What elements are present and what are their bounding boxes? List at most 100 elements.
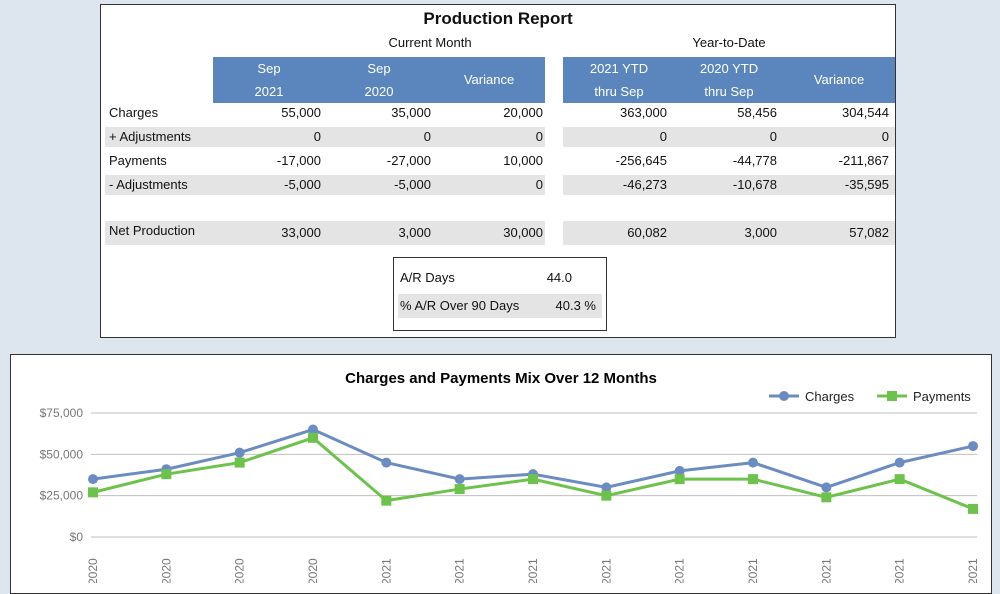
x-tick-label: 2021 [453,558,467,583]
legend-label: Payments [913,389,971,404]
data-point-payments [161,469,172,480]
row-band [563,221,895,245]
x-tick-label: 2020 [159,558,173,583]
y-tick-label: $50,000 [40,447,84,461]
chart-title: Charges and Payments Mix Over 12 Months [345,370,657,387]
table-cell: 304,544 [842,105,889,120]
y-tick-label: $75,000 [40,406,84,420]
data-point-payments [894,474,905,485]
y-tick-label: $25,000 [40,489,84,503]
data-point-payments [308,432,318,443]
row-band [105,175,545,195]
table-cell: 20,000 [503,105,543,120]
table-cell: 30,000 [503,225,543,240]
x-tick-label: 2021 [819,558,833,583]
x-tick-label: 2021 [599,558,613,583]
data-point-charges [88,474,98,485]
chart-legend: Charges Payments [769,389,971,404]
table-cell: -17,000 [276,153,321,168]
table-cell: -211,867 [838,153,889,168]
y-tick-label: $0 [70,530,84,544]
x-axis-labels: 2020 2020 2020 2020 2021 2021 2021 2021 2021 2021… [86,558,980,583]
table-cell: -10,678 [732,177,777,192]
data-point-payments [454,484,465,495]
table-cell: 0 [313,129,321,144]
table-cell: 55,000 [281,105,321,120]
table-cell: 58,456 [737,105,777,120]
data-point-charges [454,474,465,485]
header-2021-ytd: 2021 YTD thru Sep [589,60,649,99]
table-cell: 60,082 [627,225,667,240]
x-tick-label: 2021 [966,558,980,583]
x-tick-label: 2020 [233,558,247,583]
table-cell: 363,000 [620,105,667,120]
data-point-charges [821,482,832,493]
x-tick-label: 2021 [893,558,907,583]
table-cell: -35,595 [844,177,889,192]
header-variance: Variance [463,72,515,87]
table-cell: -5,000 [394,177,431,192]
table-cell: 33,000 [281,225,321,240]
ar-days-value: 44.0 [546,270,572,285]
line-chart: Charges and Payments Mix Over 12 Months … [40,370,980,583]
data-point-payments [821,492,832,503]
header-sep-2021: Sep 2021 [254,60,284,99]
header-2020-ytd: 2020 YTD thru Sep [699,60,759,99]
report-title: Production Report [423,9,573,28]
data-point-payments [968,503,978,514]
data-point-payments [601,490,612,501]
x-tick-label: 2021 [673,558,687,583]
table-cell: -27,000 [386,153,431,168]
legend-marker [887,391,897,401]
data-point-charges [894,457,905,468]
table-cell: 0 [769,129,777,144]
x-tick-label: 2020 [306,558,320,583]
data-point-payments [674,474,685,485]
production-report-panel: Production Report Current Month Year-to-… [100,4,896,338]
data-point-charges [748,457,758,468]
row-label-charges: Charges [109,105,159,120]
x-tick-label: 2021 [379,558,393,583]
data-point-charges [308,424,318,435]
table-cell: 3,000 [398,225,431,240]
table-cell: 57,082 [849,225,889,240]
chart-panel: Charges and Payments Mix Over 12 Months … [10,354,992,594]
ar-over90-label: % A/R Over 90 Days [400,298,520,313]
data-point-charges [968,441,978,452]
row-label-payments: Payments [109,153,167,168]
data-point-payments [528,474,538,485]
row-band [563,127,895,147]
data-point-charges [234,447,245,458]
data-point-payments [748,474,758,485]
table-cell: 3,000 [744,225,777,240]
ar-days-label: A/R Days [400,270,455,285]
row-label-net-production: Net Production [109,223,195,238]
ar-over90-row: % A/R Over 90 Days 40.3 % [398,294,602,318]
data-point-charges [381,457,392,468]
row-band [105,127,545,147]
row-label-plus-adjustments: + Adjustments [109,129,192,144]
table-cell: -44,778 [732,153,777,168]
data-point-charges [601,482,612,493]
ytd-header: 2021 YTD thru Sep 2020 YTD thru Sep Varian… [563,57,895,103]
table-cell: -5,000 [284,177,321,192]
table-cell: -46,273 [622,177,667,192]
table-cell: 0 [535,129,543,144]
legend-label: Charges [805,389,855,404]
ar-over90-value: 40.3 % [555,298,596,313]
table-cell: 0 [881,129,889,144]
data-point-charges [674,465,685,476]
table-cell: 0 [659,129,667,144]
ar-summary-box: A/R Days 44.0 % A/R Over 90 Days 40.3 % [393,257,607,331]
current-month-header: Sep 2021 Sep 2020 Variance [213,57,545,103]
x-tick-label: 2021 [526,558,540,583]
table-cell: 0 [535,177,543,192]
ytd-label: Year-to-Date [692,35,766,50]
data-point-payments [234,457,245,468]
row-band [563,175,895,195]
x-tick-label: 2021 [746,558,760,583]
row-label-minus-adjustments: - Adjustments [109,177,188,192]
data-point-payments [381,495,392,506]
table-cell: -256,645 [615,153,667,168]
legend-marker [779,391,789,401]
